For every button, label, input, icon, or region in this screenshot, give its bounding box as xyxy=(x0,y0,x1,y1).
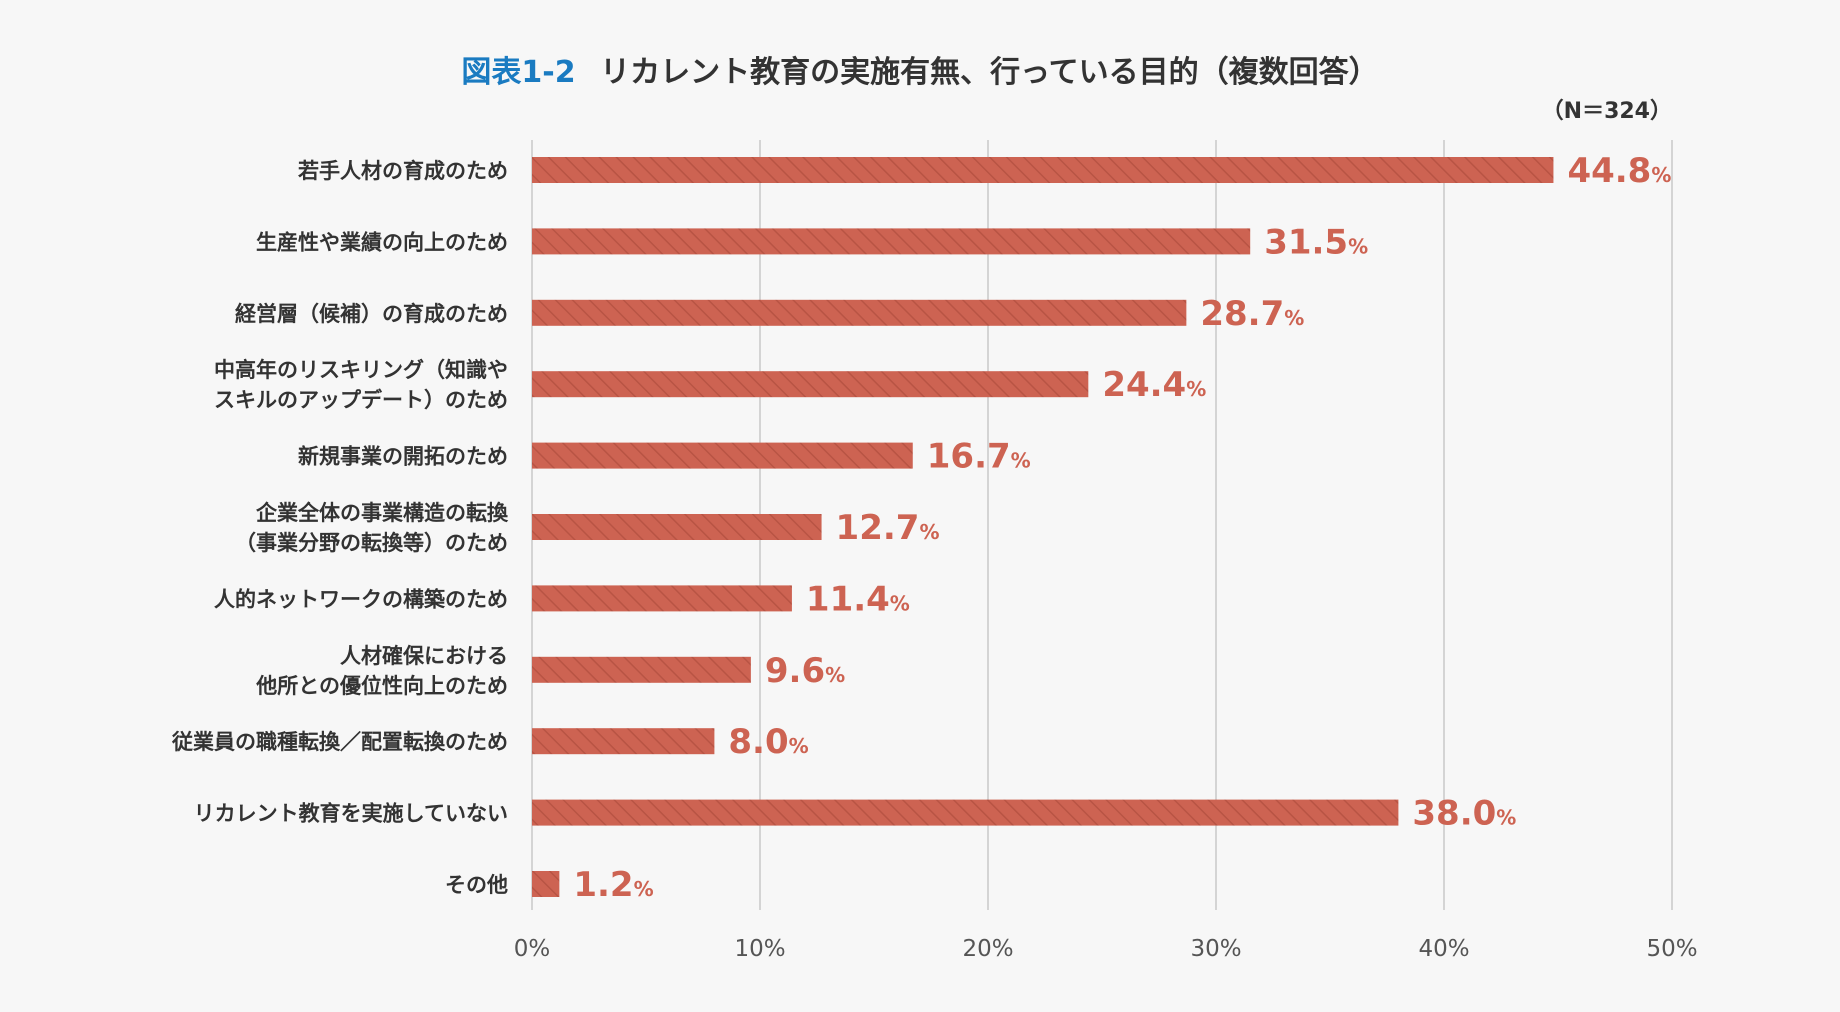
category-label: 新規事業の開拓のため xyxy=(298,445,508,469)
category-labels: 若手人材の育成のため生産性や業績の向上のため経営層（候補）の育成のため中高年のリ… xyxy=(171,159,509,897)
category-label: 経営層（候補）の育成のため xyxy=(235,302,508,326)
bar xyxy=(532,871,560,897)
category-label: 生産性や業績の向上のため xyxy=(256,230,508,254)
x-tick-label: 50% xyxy=(1646,936,1697,962)
bar xyxy=(532,514,822,540)
bar xyxy=(532,228,1251,255)
chart-title-prefix: 図表1-2 xyxy=(461,55,575,90)
bars xyxy=(532,157,1554,897)
value-label: 38.0% xyxy=(1412,794,1516,834)
category-label: 若手人材の育成のため xyxy=(297,159,508,183)
value-label: 16.7% xyxy=(927,437,1031,477)
value-label: 28.7% xyxy=(1200,294,1304,334)
category-label: 人材確保における他所との優位性向上のため xyxy=(255,644,508,698)
bar xyxy=(532,157,1554,183)
category-label: 企業全体の事業構造の転換（事業分野の転換等）のため xyxy=(235,501,509,555)
category-label: その他 xyxy=(445,873,508,897)
chart-title-main: リカレント教育の実施有無、行っている目的（複数回答） xyxy=(600,55,1379,90)
category-label: リカレント教育を実施していない xyxy=(194,802,508,826)
x-tick-label: 0% xyxy=(514,936,551,962)
x-axis-tick-labels: 0% 10% 20% 30% 40% 50% xyxy=(514,936,1698,962)
value-label: 8.0% xyxy=(728,722,808,762)
bar xyxy=(532,656,751,683)
x-tick-label: 20% xyxy=(962,936,1013,962)
bar xyxy=(532,585,792,612)
category-label: 人的ネットワークの構築のため xyxy=(214,587,508,611)
bar xyxy=(532,799,1399,826)
value-label: 1.2% xyxy=(573,865,653,905)
x-tick-label: 10% xyxy=(734,936,785,962)
sample-size-note: （N＝324） xyxy=(1542,99,1672,124)
bar xyxy=(532,728,715,755)
category-label: 従業員の職種転換／配置転換のため xyxy=(171,730,508,754)
x-tick-label: 30% xyxy=(1190,936,1241,962)
x-tick-label: 40% xyxy=(1418,936,1469,962)
value-label: 11.4% xyxy=(806,579,910,619)
value-label: 44.8% xyxy=(1567,151,1671,191)
bar xyxy=(532,371,1089,398)
value-label: 24.4% xyxy=(1102,365,1206,405)
category-label: 中高年のリスキリング（知識やスキルのアップデート）のため xyxy=(214,358,508,412)
value-labels: 44.8% 31.5% 28.7% 24.4% 16.7% 12.7% 11.4% 9.6% 8… xyxy=(573,151,1671,905)
grid-lines xyxy=(531,140,1673,910)
chart-title: 図表1-2 リカレント教育の実施有無、行っている目的（複数回答） xyxy=(461,55,1378,90)
value-label: 9.6% xyxy=(765,651,845,691)
bar xyxy=(532,299,1187,326)
value-label: 31.5% xyxy=(1264,222,1368,262)
bar xyxy=(532,442,913,469)
value-label: 12.7% xyxy=(836,508,940,548)
